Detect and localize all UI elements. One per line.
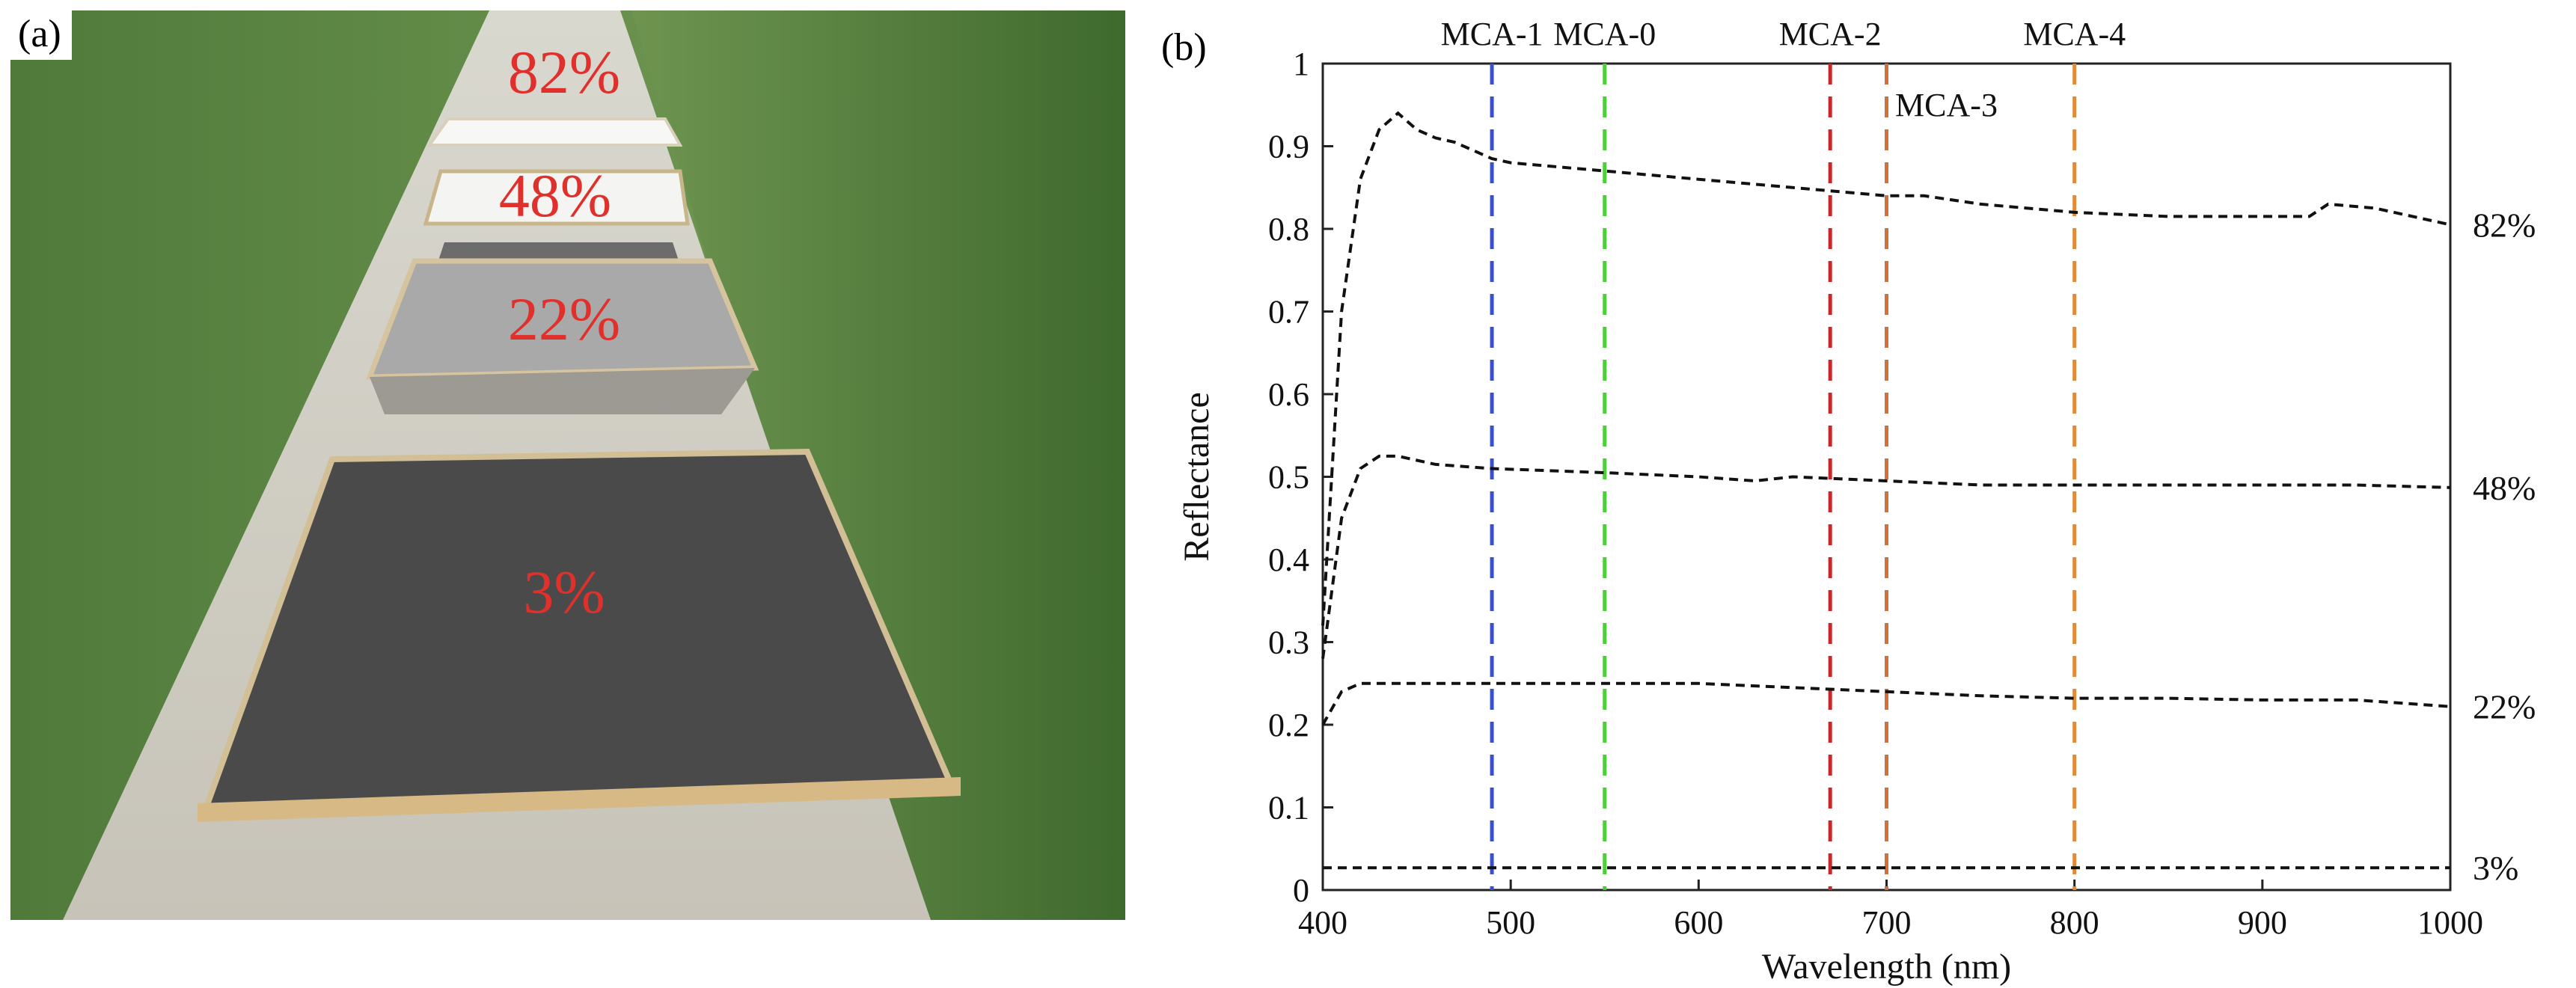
field-photo: 82% 48% 22% 3% <box>10 10 1125 920</box>
field-photo-panel: 82% 48% 22% 3% (a) <box>10 10 1125 920</box>
panel-a-tag: (a) <box>10 10 72 60</box>
y-tick-label: 0 <box>1293 872 1309 909</box>
y-tick-label: 0.5 <box>1268 459 1309 496</box>
x-axis-title: Wavelength (nm) <box>1762 947 2011 987</box>
band-label-mca-3: MCA-3 <box>1895 87 1998 123</box>
board-label-22: 22% <box>508 285 620 353</box>
reflectance-curves <box>1321 111 2451 870</box>
series-label-2: 48% <box>2473 469 2536 507</box>
series-label-4: 3% <box>2473 849 2518 887</box>
y-tick-label: 0.3 <box>1268 625 1309 661</box>
y-tick-label: 0.4 <box>1268 541 1309 578</box>
x-tick-label: 700 <box>1862 904 1912 941</box>
series-line-1 <box>1321 111 2451 626</box>
chart-labels: 400 500 600 700 800 900 1000 0 0.1 0.2 0.3 0.4 0.5 0.… <box>1177 16 2536 987</box>
x-tick-label: 800 <box>2050 904 2099 941</box>
panel-b-tag: (b) <box>1161 26 1207 69</box>
y-tick-label: 0.7 <box>1268 294 1309 331</box>
x-tick-label: 500 <box>1486 904 1535 941</box>
x-tick-label: 900 <box>2238 904 2287 941</box>
x-tick-label: 1000 <box>2417 904 2483 941</box>
y-tick-label: 0.1 <box>1268 790 1309 826</box>
x-tick-label: 400 <box>1298 904 1347 941</box>
y-tick-label: 0.8 <box>1268 211 1309 248</box>
board-82 <box>426 117 683 147</box>
wheat-field-right <box>631 10 1125 920</box>
series-label-1: 82% <box>2473 206 2536 244</box>
y-tick-label: 0.2 <box>1268 707 1309 743</box>
series-line-3 <box>1321 681 2451 725</box>
y-tick-label: 0.9 <box>1268 129 1309 165</box>
band-lines <box>1490 64 2077 890</box>
y-tick-label: 1 <box>1293 46 1309 82</box>
board-3-frame <box>198 777 961 822</box>
board-label-3: 3% <box>523 558 605 626</box>
series-line-2 <box>1321 454 2451 659</box>
y-tick-label: 0.6 <box>1268 376 1309 413</box>
band-label-mca-0: MCA-0 <box>1553 16 1656 52</box>
series-label-3: 22% <box>2473 688 2536 726</box>
board-22-shadow <box>370 368 755 414</box>
band-label-mca-4: MCA-4 <box>2023 16 2126 52</box>
y-axis-title: Reflectance <box>1177 392 1217 562</box>
board-48 <box>423 169 690 226</box>
band-label-mca-1: MCA-1 <box>1441 16 1544 52</box>
x-tick-label: 600 <box>1674 904 1723 941</box>
board-label-82: 82% <box>508 38 620 106</box>
band-label-mca-2: MCA-2 <box>1779 16 1882 52</box>
board-label-48: 48% <box>499 162 611 230</box>
